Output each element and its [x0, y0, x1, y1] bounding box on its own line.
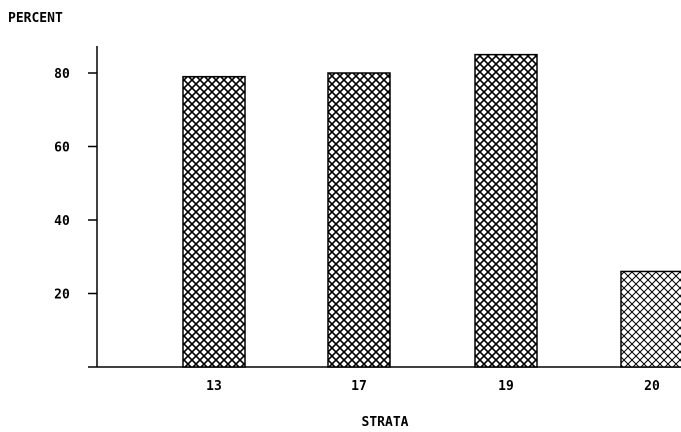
y-axis-label: PERCENT: [8, 11, 63, 26]
y-ticks: 20 40 60 80: [54, 67, 97, 303]
bars: [182, 53, 681, 368]
x-tick-label: 13: [206, 379, 222, 394]
y-tick-label: 60: [54, 141, 70, 156]
bar-19: [474, 53, 538, 368]
x-tick-label: 20: [644, 379, 660, 394]
x-ticks: 13 17 19 20: [206, 379, 660, 394]
x-axis-label: STRATA: [362, 415, 409, 430]
y-tick-label: 40: [54, 214, 70, 229]
y-tick-label: 20: [54, 288, 70, 303]
bar-13: [182, 75, 246, 368]
y-tick-label: 80: [54, 67, 70, 82]
bar-17: [327, 72, 391, 368]
x-tick-label: 17: [351, 379, 367, 394]
x-tick-label: 19: [498, 379, 514, 394]
bar-20: [620, 270, 681, 368]
